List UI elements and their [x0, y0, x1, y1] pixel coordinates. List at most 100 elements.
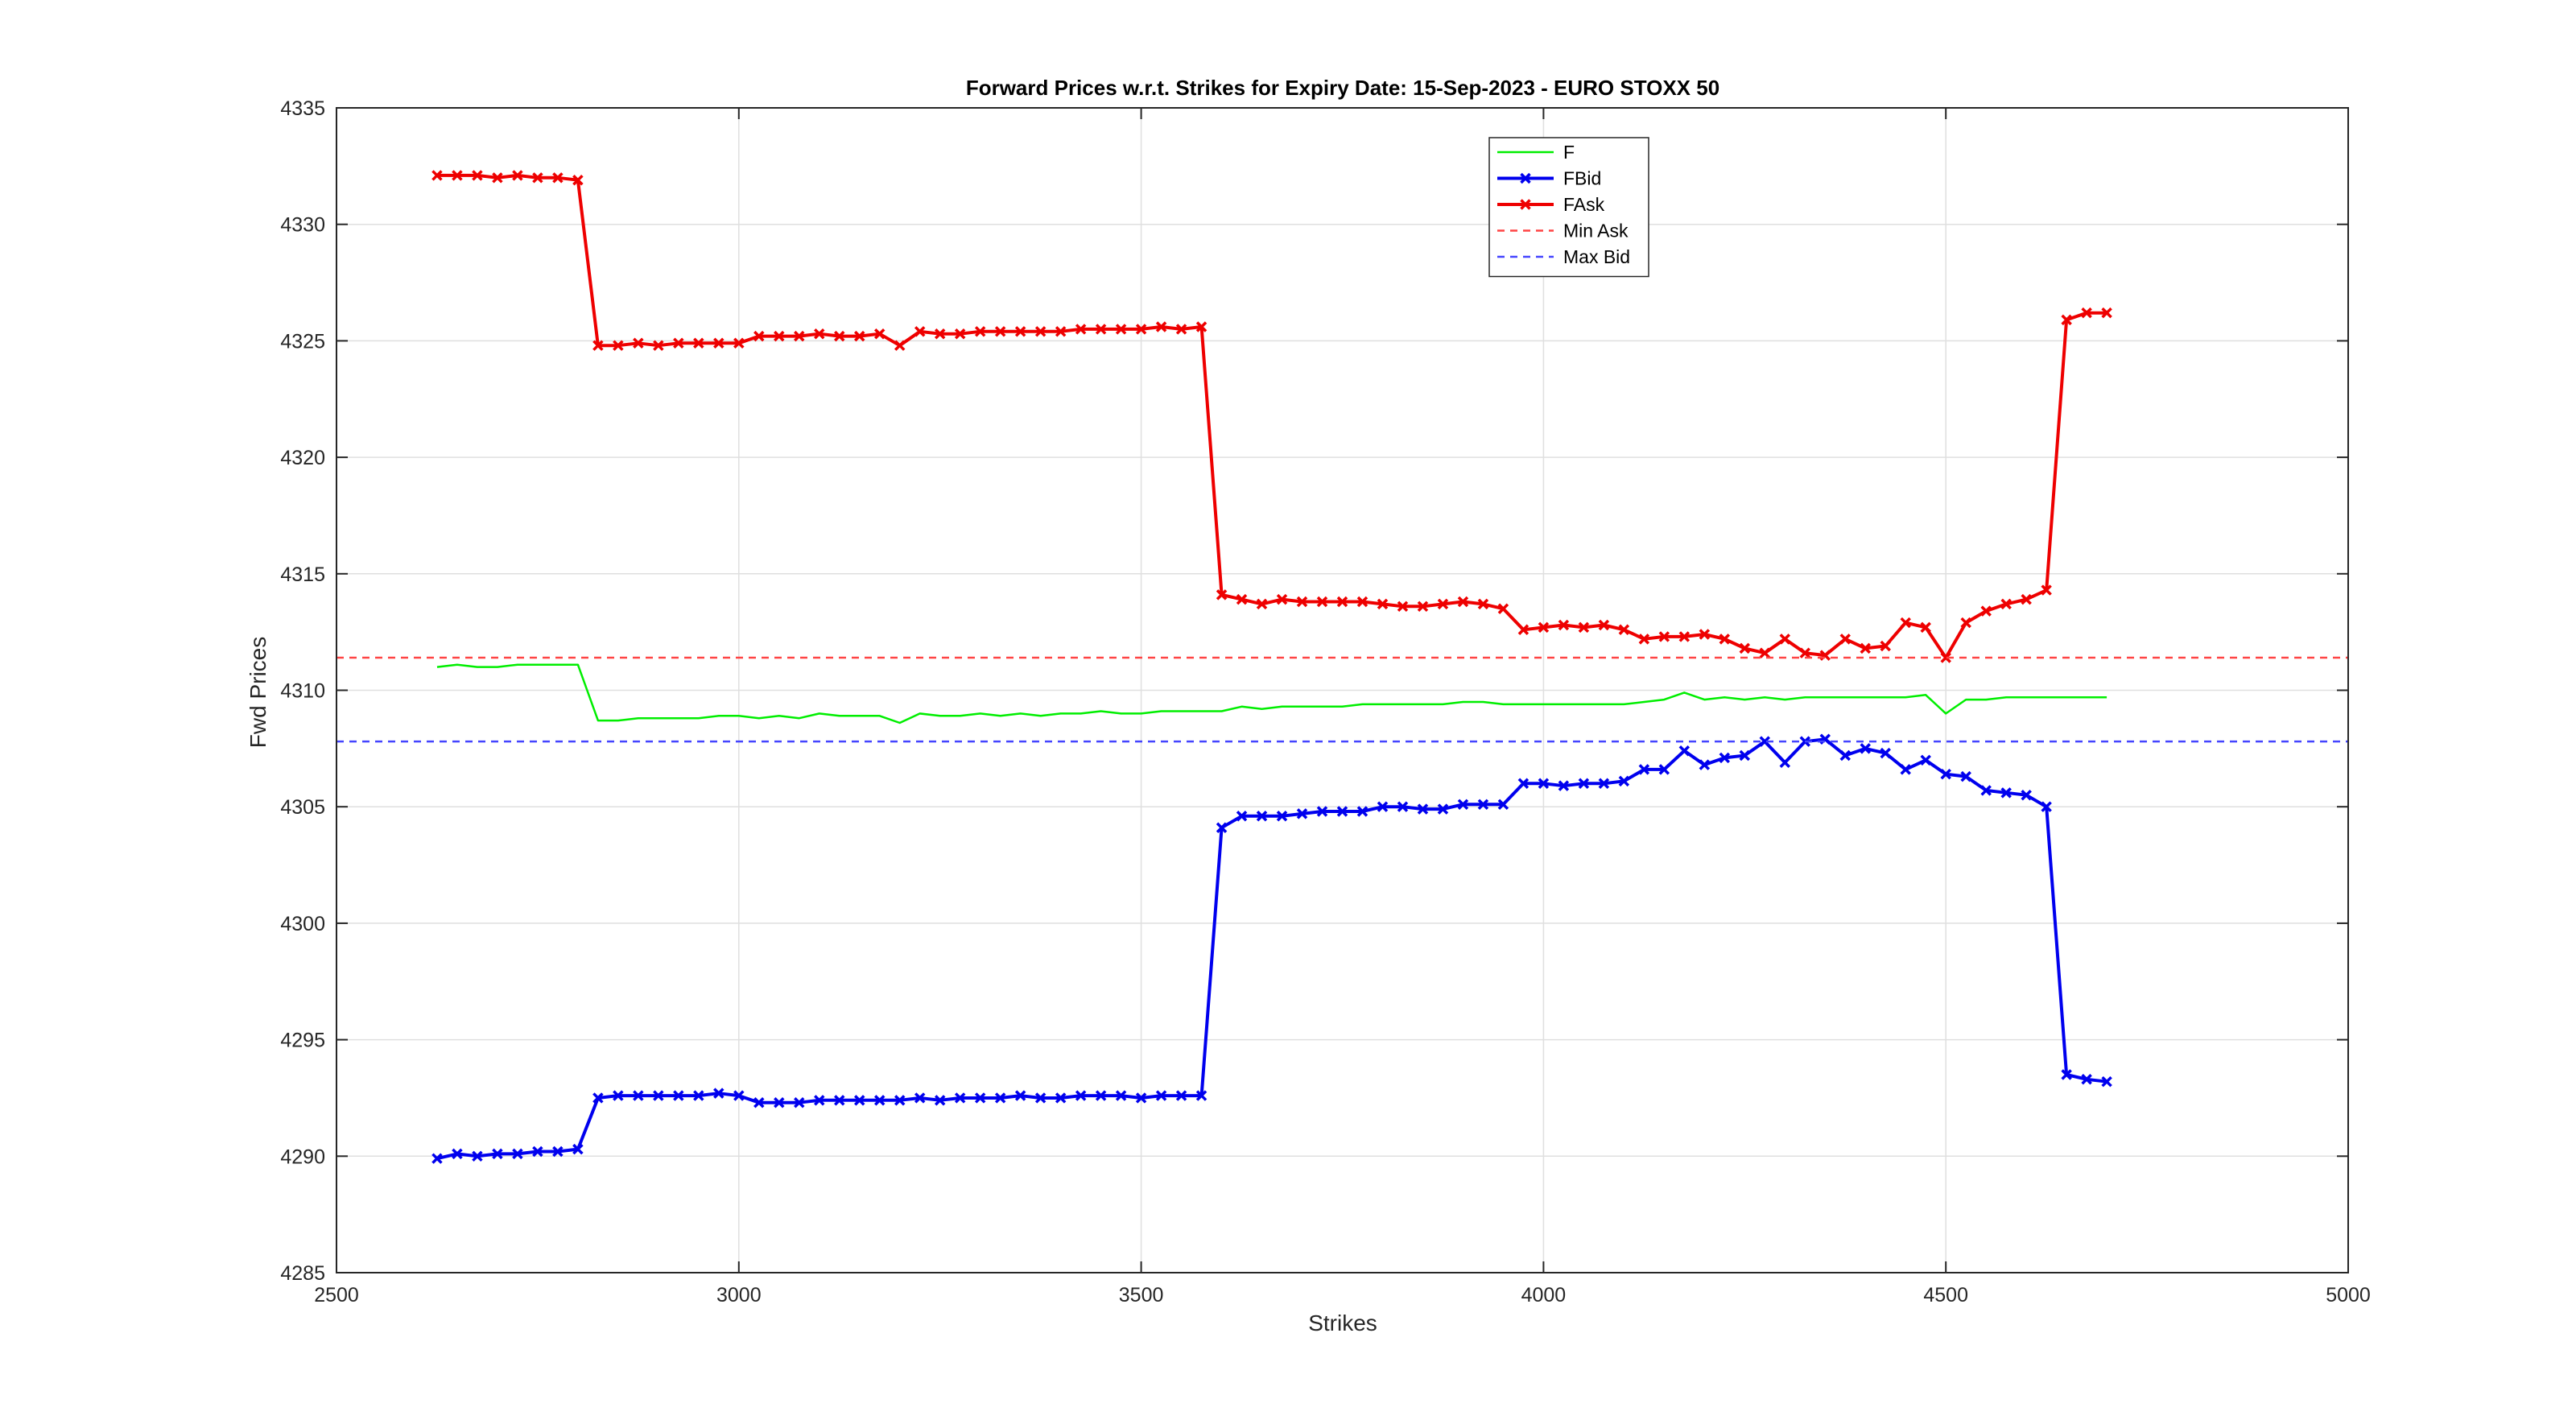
series-fbid-point	[834, 1095, 845, 1106]
series-fbid-point	[814, 1095, 825, 1106]
series-fask-point	[1578, 621, 1590, 634]
series-fask-point	[1598, 619, 1610, 631]
series-fask-point	[1236, 593, 1248, 605]
y-tick-label: 4305	[280, 796, 325, 819]
series-fbid-point	[1900, 764, 1911, 775]
series-fbid-point	[854, 1095, 865, 1106]
series-fask-point	[1960, 617, 1971, 629]
series-fbid-point	[472, 1150, 483, 1162]
series-fask-point	[1759, 647, 1771, 658]
series-fask-point	[592, 340, 604, 351]
series-fask-point	[1034, 326, 1046, 337]
series-fbid-point	[1980, 785, 1992, 796]
chart-title: Forward Prices w.r.t. Strikes for Expiry…	[966, 76, 1719, 100]
series-fask-point	[1457, 596, 1469, 608]
series-fask-point	[733, 337, 745, 349]
series-fbid-point	[1578, 778, 1590, 789]
y-tick-label: 4310	[280, 680, 325, 703]
series-fbid-point	[1860, 743, 1871, 754]
series-fask-point	[1296, 596, 1308, 608]
series-fbid-point	[1920, 754, 1931, 766]
y-tick-label: 4320	[280, 447, 325, 469]
series-fbid-point	[512, 1148, 523, 1160]
legend-label-min-ask: Min Ask	[1563, 221, 1629, 241]
series-fask-point	[954, 328, 966, 340]
series-fask-point	[1155, 321, 1167, 332]
x-tick-label: 4000	[1521, 1284, 1567, 1306]
series-fask-point	[1779, 634, 1791, 645]
series-fask-point	[492, 172, 503, 184]
series-fask-point	[552, 172, 564, 184]
y-tick-label: 4335	[280, 97, 325, 120]
series-fbid-point	[1014, 1090, 1026, 1101]
series-fbid-point	[794, 1097, 805, 1108]
series-fbid-point	[532, 1145, 543, 1158]
series-fbid-point	[492, 1148, 503, 1160]
series-fask-point	[653, 340, 664, 351]
series-fbid-markers	[431, 733, 2112, 1164]
series-fbid-point	[2081, 1074, 2092, 1085]
series-fask-point	[1900, 617, 1911, 629]
series-fask-point	[633, 337, 644, 349]
series-fbid-point	[2041, 801, 2052, 812]
legend-label-max-bid: Max Bid	[1563, 246, 1630, 267]
series-fask-point	[1115, 324, 1127, 335]
series-fbid-point	[2061, 1069, 2072, 1080]
series-fask-point	[452, 170, 463, 181]
series-fbid-point	[1779, 757, 1791, 768]
series-fask-point	[1095, 324, 1107, 335]
series-fask-point	[794, 330, 805, 342]
series-fbid-point	[592, 1092, 604, 1104]
series-fbid-point	[633, 1090, 644, 1101]
series-fbid-point	[1739, 749, 1751, 762]
series-fask-point	[613, 340, 624, 351]
series-fask-point	[814, 328, 825, 340]
series-fask-point	[1678, 631, 1690, 642]
series-fbid-point	[1195, 1090, 1208, 1101]
series-fask-point	[1175, 324, 1187, 335]
series-fask-point	[1055, 326, 1067, 337]
series-fbid-point	[1336, 806, 1348, 817]
series-fbid-point	[1276, 811, 1288, 822]
series-fbid-point	[914, 1092, 926, 1104]
series-fbid-point	[1538, 778, 1550, 789]
series-fbid-point	[1356, 806, 1368, 817]
series-fbid-point	[1678, 745, 1690, 757]
series-fask-point	[1256, 598, 1268, 610]
series-fask-point	[1517, 624, 1530, 635]
series-fbid-point	[452, 1148, 463, 1160]
series-fbid-point	[1497, 799, 1509, 811]
series-fbid-point	[1880, 747, 1891, 759]
x-tick-label: 3000	[716, 1284, 762, 1306]
legend[interactable]: F FBid FAsk Min Ask Max Bid	[1488, 137, 1649, 278]
series-fask-point	[431, 170, 443, 181]
series-fbid-point	[1477, 799, 1489, 811]
series-fask-point	[1316, 596, 1328, 608]
series-fask-point	[1719, 634, 1731, 645]
series-fbid-point	[1075, 1090, 1087, 1101]
series-fbid-point	[2000, 787, 2012, 799]
series-fask-point	[2041, 584, 2052, 596]
x-tick-label: 3500	[1119, 1284, 1164, 1306]
series-fbid-point	[934, 1095, 946, 1106]
series-fask-point	[512, 170, 523, 181]
series-fask-point	[1397, 601, 1409, 613]
series-fask-point	[713, 337, 724, 349]
axis-ticks: 2500 3000 3500 4000 4500 5000 4285 4290 4295 4300…	[280, 97, 2370, 1306]
series-fbid-point	[2021, 789, 2032, 801]
series-fask-point	[1336, 596, 1348, 608]
series-fask-point	[472, 170, 483, 181]
legend-label-fask: FAsk	[1563, 194, 1605, 215]
series-fbid-point	[1517, 778, 1530, 789]
series-fask-point	[834, 330, 845, 342]
series-fask-point	[994, 326, 1006, 337]
series-fask-point	[1538, 621, 1550, 634]
y-axis-label: Fwd Prices	[246, 637, 270, 748]
series-fbid-point	[653, 1090, 664, 1101]
x-tick-label: 4500	[1923, 1284, 1968, 1306]
series-fbid-point	[572, 1143, 584, 1155]
series-fask-point	[693, 337, 704, 349]
series-fbid-point	[1558, 780, 1570, 791]
